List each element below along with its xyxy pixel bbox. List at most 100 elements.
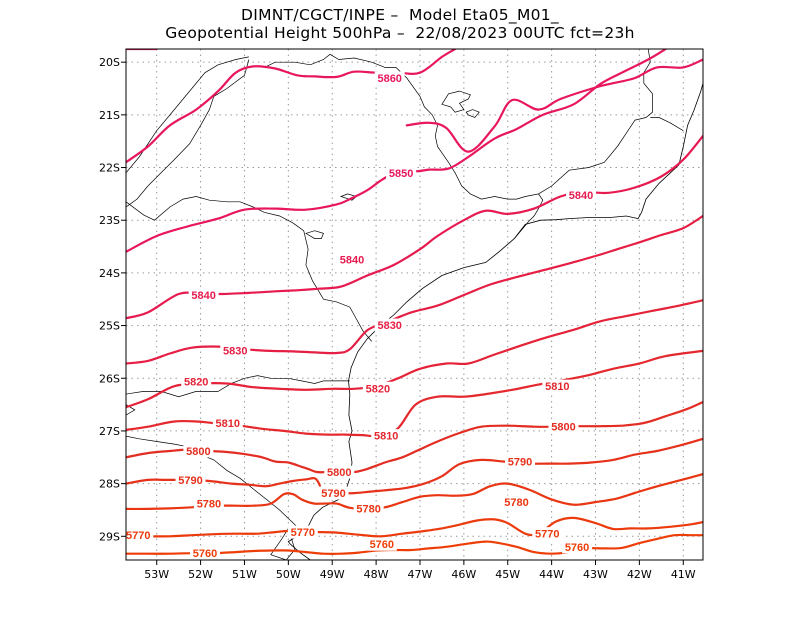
contour-label-text: 5800 xyxy=(186,446,210,458)
y-tick-label: 25S xyxy=(99,320,120,333)
contour-label-text: 5770 xyxy=(126,530,150,542)
y-tick-label: 20S xyxy=(99,56,120,69)
contour-label-text: 5780 xyxy=(197,499,221,511)
contour-label: 5770 xyxy=(123,528,154,542)
state-border xyxy=(266,53,544,239)
contour-label-bg xyxy=(532,527,563,541)
contour-label-text: 5800 xyxy=(327,467,351,479)
contour-label: 5790 xyxy=(318,486,349,500)
state-border xyxy=(538,49,653,195)
contour-label: 5800 xyxy=(324,465,355,479)
contour-labels: 5860 5850 5840 5840 5840 5830 5830 5820 5820 5810… xyxy=(123,71,597,560)
contour-line-5840 xyxy=(126,134,703,320)
contour-label-bg xyxy=(366,537,397,551)
contour-label-bg xyxy=(212,416,243,430)
state-border xyxy=(126,196,372,342)
contour-label: 5780 xyxy=(501,495,532,509)
contour-label: 5850 xyxy=(386,166,417,180)
contour-label-bg xyxy=(566,188,597,202)
contour-label-bg xyxy=(287,525,318,539)
contour-label: 5840 xyxy=(188,288,219,302)
contour-line-5860 xyxy=(126,49,457,164)
contour-label: 5840 xyxy=(336,253,367,267)
contour-label-text: 5840 xyxy=(191,290,215,302)
y-tick-label: 22S xyxy=(99,162,120,175)
contour-label: 5760 xyxy=(366,537,397,551)
title-line-2: Geopotential Height 500hPa – 22/08/2023 … xyxy=(165,24,635,42)
contour-line-5810 xyxy=(126,349,703,438)
contour-label: 5820 xyxy=(362,381,393,395)
contour-label: 5860 xyxy=(374,71,405,85)
contour-label-bg xyxy=(542,379,573,393)
contour-label-bg xyxy=(123,528,154,542)
x-tick-label: 42W xyxy=(627,568,652,581)
x-tick-label: 47W xyxy=(408,568,433,581)
contour-label-text: 5770 xyxy=(291,527,315,539)
contour-label-text: 5770 xyxy=(535,529,559,541)
contour-line-5820 xyxy=(126,299,703,409)
contour-label-text: 5830 xyxy=(223,345,247,357)
contour-line-5760 xyxy=(126,533,703,555)
x-tick-label: 49W xyxy=(320,568,345,581)
contour-label-text: 5820 xyxy=(366,383,390,395)
contour-label-bg xyxy=(183,444,214,458)
coastline xyxy=(287,83,703,560)
contour-label-bg xyxy=(548,420,579,434)
contour-label-bg xyxy=(181,374,212,388)
x-tick-label: 41W xyxy=(671,568,696,581)
contour-label: 5830 xyxy=(374,318,405,332)
contour-label: 5810 xyxy=(542,379,573,393)
plot-frame xyxy=(125,48,704,561)
contour-label: 5770 xyxy=(532,527,563,541)
y-tick-label: 29S xyxy=(99,530,120,543)
x-tick-label: 52W xyxy=(188,568,213,581)
axis-ticks: 53W 52W 51W 50W 49W 48W 47W 46W 45W 44W 43W 42W 41W 2… xyxy=(99,56,696,581)
chart-title: DIMNT/CGCT/INPE – Model Eta05_M01_ Geopo… xyxy=(0,6,800,42)
contour-label-bg xyxy=(362,381,393,395)
contour-line-5800 xyxy=(126,400,703,474)
contour-label: 5800 xyxy=(183,444,214,458)
contour-label: 5780 xyxy=(353,501,384,515)
y-tick-label: 28S xyxy=(99,478,120,491)
x-tick-label: 46W xyxy=(451,568,476,581)
contour-label-text: 5780 xyxy=(504,497,528,509)
contour-label-bg xyxy=(318,486,349,500)
y-tick-label: 24S xyxy=(99,267,120,280)
y-tick-label: 27S xyxy=(99,425,120,438)
contour-label: 5760 xyxy=(562,540,593,554)
y-tick-label: 26S xyxy=(99,372,120,385)
map-outlines xyxy=(126,49,703,560)
y-tick-label: 23S xyxy=(99,214,120,227)
contour-label-text: 5810 xyxy=(374,431,398,443)
contour-label: 5840 xyxy=(566,188,597,202)
contour-label-bg xyxy=(193,497,224,511)
lake-outline xyxy=(305,230,324,239)
contour-label-text: 5760 xyxy=(370,539,394,551)
grid-lines xyxy=(126,49,703,560)
contour-label: 5790 xyxy=(175,473,206,487)
contour-label: 5770 xyxy=(287,525,318,539)
contour-label-text: 5810 xyxy=(545,381,569,393)
x-tick-label: 48W xyxy=(364,568,389,581)
contour-label: 5830 xyxy=(220,343,251,357)
x-tick-label: 50W xyxy=(276,568,301,581)
contour-label-text: 5800 xyxy=(551,422,575,434)
state-border xyxy=(126,375,350,398)
contour-label: 5760 xyxy=(189,546,220,560)
lake-outline xyxy=(465,109,480,118)
state-border xyxy=(126,435,302,532)
x-tick-label: 45W xyxy=(495,568,520,581)
contour-label-text: 5820 xyxy=(184,376,208,388)
contour-label-bg xyxy=(175,473,206,487)
x-tick-label: 43W xyxy=(583,568,608,581)
contour-label-text: 5790 xyxy=(178,475,202,487)
x-tick-label: 44W xyxy=(539,568,564,581)
contour-label-bg xyxy=(189,546,220,560)
contour-label-text: 5760 xyxy=(565,542,589,554)
x-tick-label: 53W xyxy=(144,568,169,581)
contour-label-bg xyxy=(353,501,384,515)
contour-label-bg xyxy=(188,288,219,302)
contour-label-text: 5830 xyxy=(377,320,401,332)
lake-outline xyxy=(441,90,471,113)
